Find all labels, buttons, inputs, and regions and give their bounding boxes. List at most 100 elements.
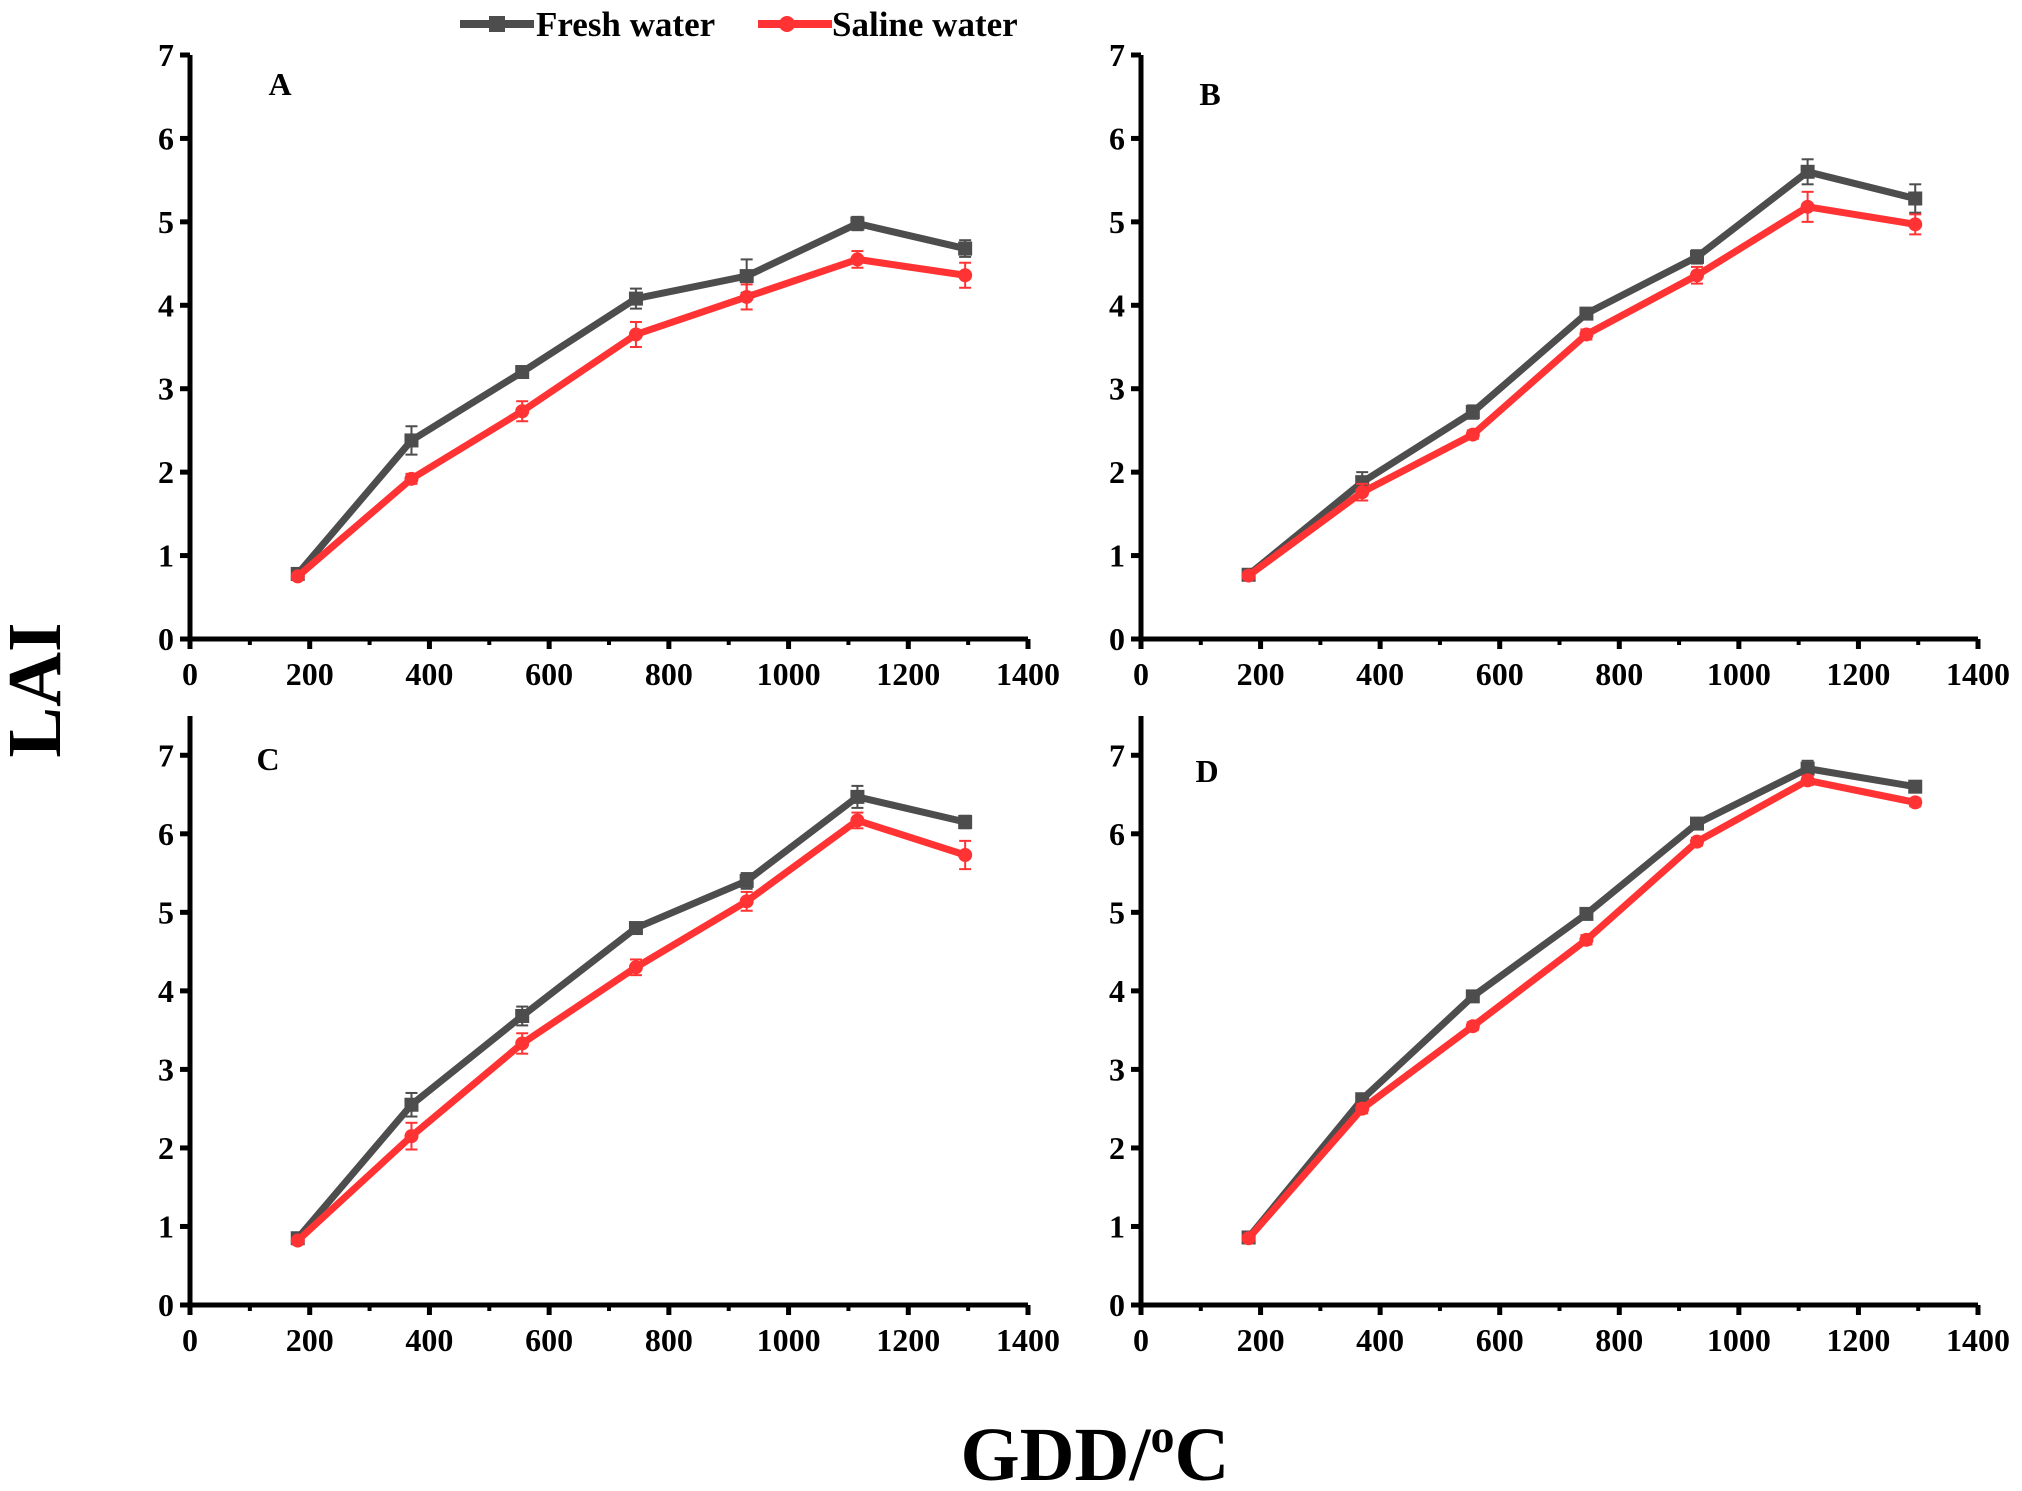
panel-b-x-tick-label: 1200 [1826,656,1890,692]
panel-a-saline-water-point [958,268,973,283]
panel-c-fresh-water-point [515,1008,530,1023]
panel-b-x-tick-label: 1400 [1946,656,2010,692]
panel-b-y-tick-label: 0 [1109,621,1125,657]
panel-a-fresh-water-point [850,216,865,231]
panel-b-fresh-water-point [1908,191,1923,206]
panel-b-label: B [1199,76,1220,112]
panel-d-fresh-water-point [1800,761,1815,776]
panel-b-y-tick-label: 6 [1109,120,1125,156]
panel-d-y-tick-label: 3 [1109,1051,1125,1087]
panel-d-x-tick-label: 400 [1356,1322,1404,1358]
panel-b-fresh-water-point [1355,475,1370,490]
panel-d-y-tick-label: 4 [1109,973,1125,1009]
x-axis-label-sup: o [1151,1410,1175,1463]
panel-a-fresh-water-point [515,365,530,380]
panel-c-y-tick-label: 5 [158,894,174,930]
panel-b-x-tick-label: 600 [1476,656,1524,692]
panel-b-x-tick-label: 200 [1237,656,1285,692]
panel-b-fresh-water-point [1579,306,1594,321]
panel-c-saline-water-point [290,1233,305,1248]
panel-d-saline-water-point [1355,1101,1370,1116]
panel-a-saline-water-point [739,289,754,304]
panel-a-y-tick-label: 0 [158,621,174,657]
panel-a-saline-water-point [404,471,419,486]
legend-fresh-label: Fresh water [536,5,715,44]
panel-a-x-tick-label: 0 [182,656,198,692]
x-axis-label-main: GDD/ [961,1413,1152,1491]
panel-a-fresh-water-point [739,269,754,284]
panel-a-y-tick-label: 3 [158,371,174,407]
panel-b-saline-water-point [1355,485,1370,500]
panel-c-y-tick-label: 1 [158,1208,174,1244]
panel-c-y-tick-label: 3 [158,1051,174,1087]
panel-c-saline-water-point [628,960,643,975]
panel-c-saline-water-point [850,813,865,828]
panel-b-y-tick-label: 1 [1109,538,1125,574]
panel-c-y-tick-label: 6 [158,816,174,852]
panel-c-x-tick-label: 200 [286,1322,334,1358]
panel-c-saline-water-point [958,848,973,863]
panel-c-x-tick-label: 1400 [996,1322,1060,1358]
panel-b-x-tick-label: 800 [1595,656,1643,692]
panel-a-saline-water-point [850,252,865,267]
panel-a-saline-water-point [515,404,530,419]
panel-c-fresh-water-point [628,921,643,936]
panel-b-fresh-water-point [1465,405,1480,420]
panel-c-saline-water-point [739,894,754,909]
panel-c-x-tick-label: 0 [182,1322,198,1358]
panel-d-x-tick-label: 0 [1133,1322,1149,1358]
panel-c-x-tick-label: 400 [405,1322,453,1358]
panel-b-x-tick-label: 1000 [1707,656,1771,692]
panel-c-saline-water-line [295,816,967,1244]
panel-b-x-tick-label: 400 [1356,656,1404,692]
panel-a-y-tick-label: 1 [158,538,174,574]
legend: Fresh water Saline water [460,5,1018,44]
panel-b-saline-water-point [1465,427,1480,442]
panel-a-x-tick-label: 800 [645,656,693,692]
panel-a-saline-water-point [290,569,305,584]
panel-b-fresh-water-point [1690,249,1705,264]
panel-a-x-tick-label: 1400 [996,656,1060,692]
panel-c-label: C [256,741,279,777]
panel-a-label: A [268,66,291,102]
panel-d-y-tick-label: 0 [1109,1287,1125,1323]
panel-c-saline-water-point [404,1129,419,1144]
panel-a-saline-water-line [295,255,966,580]
panel-a-x-tick-label: 200 [286,656,334,692]
panel-b: 0 1 2 3 4 5 6 7 0 200 400 600 800 1000 1200 1400 B [1109,37,2010,692]
panel-d-saline-water-point [1465,1019,1480,1034]
panel-a-x-tick-label: 400 [405,656,453,692]
panel-b-y-tick-label: 5 [1109,204,1125,240]
panel-c: 0 1 2 3 4 5 6 7 0 200 400 600 800 1000 1200 1400 C [158,716,1060,1358]
panel-d-label: D [1195,753,1218,789]
x-axis-label-unit: C [1175,1413,1230,1491]
panel-a-fresh-water-point [628,291,643,306]
panel-d-x-tick-label: 1400 [1946,1322,2010,1358]
panel-b-y-tick-label: 4 [1109,287,1125,323]
panel-d-y-tick-label: 7 [1109,737,1125,773]
panel-d: 0 1 2 3 4 5 6 7 0 200 400 600 800 1000 1200 1400 D [1109,716,2010,1358]
panel-c-fresh-water-point [739,873,754,888]
panel-c-fresh-water-line [295,793,966,1241]
panel-b-fresh-water-line [1246,168,1917,578]
x-axis-label: GDD/oC [961,1410,1230,1491]
panel-d-x-tick-label: 1200 [1826,1322,1890,1358]
panel-d-x-tick-label: 600 [1476,1322,1524,1358]
panel-a-y-tick-label: 6 [158,120,174,156]
legend-saline-marker [779,16,795,32]
panel-a-fresh-water-point [958,241,973,256]
panel-a-y-tick-label: 4 [158,287,174,323]
panel-d-saline-water-point [1690,834,1705,849]
panel-d-y-tick-label: 6 [1109,816,1125,852]
panel-b-fresh-water-point [1800,164,1815,179]
panel-d-fresh-water-point [1690,816,1705,831]
panel-d-x-tick-label: 800 [1595,1322,1643,1358]
panel-c-x-tick-label: 800 [645,1322,693,1358]
legend-saline-label: Saline water [832,5,1018,44]
panel-d-y-tick-label: 1 [1109,1208,1125,1244]
panel-b-saline-water-point [1241,568,1256,583]
panel-c-x-tick-label: 1200 [876,1322,940,1358]
panel-b-y-tick-label: 7 [1109,37,1125,73]
panel-b-saline-water-point [1908,217,1923,232]
